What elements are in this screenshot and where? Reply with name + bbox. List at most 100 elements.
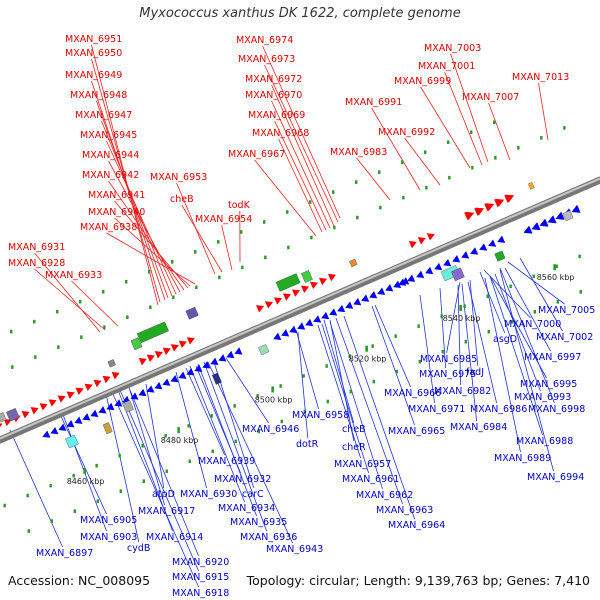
forward-gene-label: MXAN_6931 bbox=[8, 242, 65, 253]
reverse-gene-label: MXAN_6917 bbox=[138, 506, 195, 517]
track-dot bbox=[424, 150, 427, 154]
leader-line bbox=[467, 281, 497, 404]
track-dot bbox=[210, 414, 213, 418]
forward-gene-label: MXAN_6991 bbox=[345, 97, 402, 108]
reverse-gene-label: MXAN_6997 bbox=[524, 352, 581, 363]
forward-gene-label: MXAN_6999 bbox=[394, 76, 451, 87]
track-dot bbox=[11, 365, 14, 369]
feature-box bbox=[349, 258, 358, 268]
reverse-gene-arrow bbox=[82, 413, 91, 421]
track-dot bbox=[355, 180, 358, 184]
forward-gene-label: MXAN_7007 bbox=[462, 92, 519, 103]
forward-gene-arrow bbox=[30, 407, 39, 415]
reverse-gene-label: MXAN_6962 bbox=[356, 490, 413, 501]
track-dot bbox=[417, 324, 420, 328]
reverse-gene-label: MXAN_6939 bbox=[198, 456, 255, 467]
leader-line bbox=[203, 361, 267, 532]
reverse-gene-arrow bbox=[407, 274, 416, 282]
reverse-gene-arrow bbox=[434, 262, 443, 271]
track-dot bbox=[264, 255, 267, 260]
track-dot bbox=[165, 469, 168, 474]
track-dot bbox=[279, 384, 282, 388]
reverse-gene-label: MXAN_6946 bbox=[242, 424, 299, 435]
ruler-tick bbox=[553, 264, 556, 271]
leader-line bbox=[59, 413, 107, 515]
track-dot bbox=[103, 325, 106, 330]
forward-gene-arrow bbox=[504, 194, 515, 203]
leader-line bbox=[108, 180, 185, 291]
forward-gene-label: MXAN_6948 bbox=[70, 90, 127, 101]
leader-line bbox=[404, 137, 441, 186]
leader-line bbox=[278, 138, 323, 233]
forward-gene-label: MXAN_6967 bbox=[228, 149, 285, 160]
feature-box bbox=[0, 412, 7, 423]
feature-box bbox=[6, 408, 20, 422]
track-dot bbox=[96, 499, 99, 503]
leader-line bbox=[371, 305, 415, 426]
leader-line bbox=[264, 64, 339, 223]
track-dot bbox=[494, 155, 497, 160]
reverse-gene-arrow bbox=[114, 399, 123, 407]
forward-gene-arrow bbox=[474, 207, 485, 216]
leader-line bbox=[271, 84, 335, 227]
track-dot bbox=[164, 433, 167, 438]
leader-line bbox=[105, 393, 140, 543]
leader-line bbox=[108, 160, 181, 293]
track-dot bbox=[49, 483, 52, 488]
track-dot bbox=[27, 529, 30, 533]
leader-line bbox=[321, 323, 369, 474]
track-dot bbox=[578, 254, 581, 259]
gene-labels: MXAN_6951 MXAN_6950 MXAN_6949 MXAN_6948 MXAN… bbox=[8, 34, 595, 599]
track-dot bbox=[119, 489, 122, 494]
reverse-gene-label: MXAN_6994 bbox=[527, 472, 584, 483]
reverse-gene-label: atpD bbox=[152, 489, 175, 500]
reverse-gene-arrow bbox=[74, 416, 83, 424]
forward-gene-arrow bbox=[57, 395, 66, 403]
track-dot bbox=[240, 230, 243, 234]
reverse-gene-arrow bbox=[377, 287, 386, 295]
track-dot bbox=[448, 175, 451, 180]
track-dot bbox=[395, 369, 398, 374]
forward-gene-arrow bbox=[154, 351, 163, 359]
reverse-gene-label: MXAN_6965 bbox=[388, 426, 445, 437]
forward-gene-arrow bbox=[408, 241, 417, 249]
leader-line bbox=[317, 324, 361, 459]
forward-gene-arrow bbox=[146, 354, 155, 362]
leader-line bbox=[343, 315, 415, 520]
leader-line bbox=[181, 204, 223, 273]
track-dot bbox=[263, 220, 266, 224]
track-dot bbox=[195, 285, 198, 290]
track-dot bbox=[118, 453, 121, 458]
reverse-gene-label: MXAN_6989 bbox=[494, 453, 551, 464]
track-dot bbox=[532, 274, 535, 279]
leader-line bbox=[295, 329, 319, 410]
track-dots bbox=[3, 120, 582, 533]
ruler-tick bbox=[271, 386, 274, 393]
feature-box bbox=[494, 250, 506, 262]
track-dot bbox=[126, 315, 129, 320]
reverse-gene-arrow bbox=[313, 315, 322, 323]
feature-box bbox=[211, 372, 222, 385]
track-dot bbox=[302, 374, 305, 378]
leader-line bbox=[420, 86, 471, 169]
feature-box bbox=[301, 270, 313, 283]
reverse-gene-arrow bbox=[393, 280, 402, 288]
forward-gene-label: MXAN_6949 bbox=[65, 70, 122, 81]
leader-line bbox=[356, 157, 391, 201]
forward-gene-arrow bbox=[75, 387, 84, 395]
reverse-gene-label: fadJ bbox=[466, 367, 484, 378]
reverse-gene-label: MXAN_6966 bbox=[384, 388, 441, 399]
reverse-gene-label: MXAN_6903 bbox=[80, 532, 137, 543]
track-dot bbox=[517, 146, 520, 150]
leader-line bbox=[479, 271, 506, 334]
forward-gene-label: MXAN_6944 bbox=[82, 150, 139, 161]
leader-line bbox=[207, 361, 293, 544]
reverse-gene-label: MXAN_6930 bbox=[180, 489, 237, 500]
forward-gene-arrow bbox=[186, 337, 195, 345]
reverse-gene-arrow bbox=[154, 381, 163, 390]
feature-box bbox=[275, 273, 301, 292]
forward-gene-arrow bbox=[84, 383, 93, 392]
leader-line bbox=[145, 383, 165, 489]
reverse-gene-label: MXAN_6985 bbox=[420, 354, 477, 365]
reverse-gene-arrow bbox=[479, 243, 488, 251]
